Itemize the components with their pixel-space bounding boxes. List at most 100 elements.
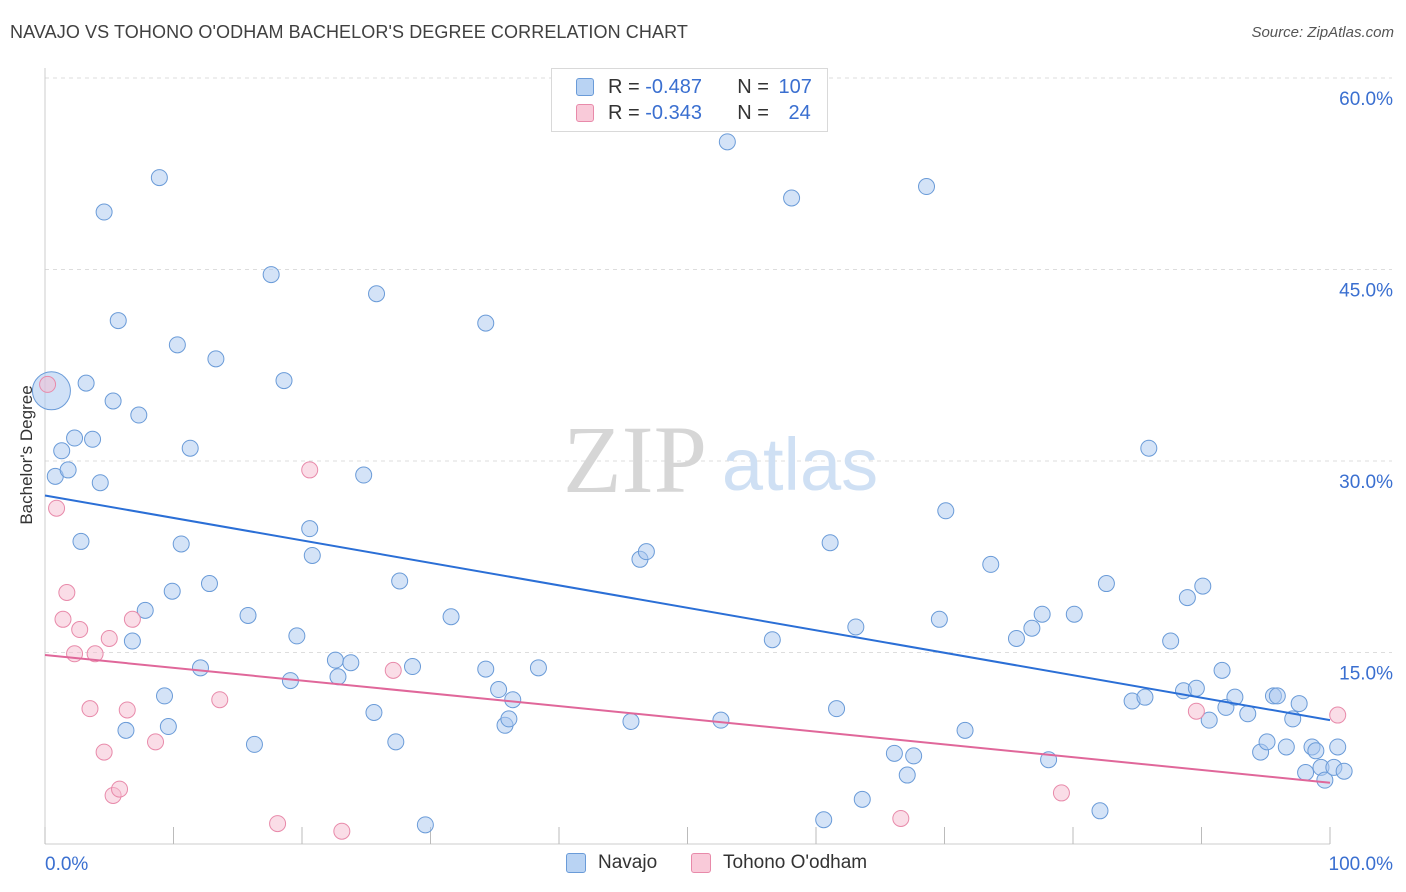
chart-title: NAVAJO VS TOHONO O'ODHAM BACHELOR'S DEGR… bbox=[10, 22, 688, 42]
navajo-point bbox=[355, 466, 373, 484]
tohono-point bbox=[54, 610, 72, 628]
trend-lines bbox=[44, 494, 1331, 784]
navajo-point bbox=[1033, 605, 1051, 623]
navajo-point bbox=[898, 766, 916, 784]
navajo-point bbox=[500, 710, 518, 728]
navajo-point bbox=[1329, 738, 1347, 756]
tohono-point bbox=[111, 780, 129, 798]
tohono-point bbox=[123, 610, 141, 628]
navajo-point bbox=[365, 704, 383, 722]
navajo-point bbox=[1023, 619, 1041, 637]
navajo-point bbox=[342, 654, 360, 672]
navajo-point bbox=[245, 735, 263, 753]
tohono-point bbox=[39, 375, 57, 393]
tohono-n-label: N = bbox=[737, 101, 775, 124]
navajo-point bbox=[490, 681, 508, 699]
navajo-point bbox=[930, 610, 948, 628]
navajo-point bbox=[937, 502, 955, 520]
navajo-point bbox=[123, 632, 141, 650]
x-tick-label: 0.0% bbox=[45, 854, 88, 875]
navajo-point bbox=[442, 608, 460, 626]
tohono-point bbox=[1052, 784, 1070, 802]
navajo-point bbox=[262, 266, 280, 284]
y-axis-label: Bachelor's Degree bbox=[17, 385, 36, 525]
navajo-point bbox=[329, 668, 347, 686]
tohono-point bbox=[147, 733, 165, 751]
tohono-point bbox=[95, 743, 113, 761]
navajo-point bbox=[1307, 742, 1325, 760]
y-tick-label: 30.0% bbox=[1339, 472, 1393, 493]
navajo-point bbox=[1194, 577, 1212, 595]
tick-labels: 15.0% 30.0% 45.0% 60.0% 0.0% 100.0% bbox=[45, 89, 1393, 875]
source-label: Source: ZipAtlas.com bbox=[1251, 24, 1394, 41]
navajo-point bbox=[1091, 802, 1109, 820]
legend-row-tohono: R = -0.343 N = 24 bbox=[576, 100, 811, 126]
navajo-point bbox=[712, 711, 730, 729]
navajo-point bbox=[847, 618, 865, 636]
tohono-r-label: R = bbox=[608, 101, 646, 124]
navajo-point bbox=[1200, 711, 1218, 729]
navajo-point bbox=[853, 790, 871, 808]
navajo-point bbox=[529, 659, 547, 677]
y-tick-label: 45.0% bbox=[1339, 281, 1393, 302]
navajo-point bbox=[1277, 738, 1295, 756]
tohono-point bbox=[1187, 702, 1205, 720]
tohono-point bbox=[211, 691, 229, 709]
navajo-point bbox=[637, 543, 655, 561]
navajo-point bbox=[1140, 439, 1158, 457]
navajo-point bbox=[275, 372, 293, 390]
navajo-point bbox=[477, 314, 495, 332]
navajo-point bbox=[504, 691, 522, 709]
navajo-point bbox=[66, 429, 84, 447]
navajo-point bbox=[168, 336, 186, 354]
correlation-legend: R = -0.487 N = 107 R = -0.343 N = 24 bbox=[551, 68, 828, 132]
navajo-point bbox=[91, 474, 109, 492]
navajo-point bbox=[821, 534, 839, 552]
navajo-point bbox=[391, 572, 409, 590]
tohono-point bbox=[301, 461, 319, 479]
y-tick-label: 15.0% bbox=[1339, 664, 1393, 685]
navajo-point bbox=[368, 285, 386, 303]
navajo-point bbox=[104, 392, 122, 410]
navajo-point bbox=[1213, 661, 1231, 679]
navajo-point bbox=[1297, 764, 1315, 782]
tohono-point bbox=[81, 700, 99, 718]
tohono-swatch bbox=[576, 104, 594, 122]
navajo-point bbox=[718, 133, 736, 151]
navajo-point bbox=[1162, 632, 1180, 650]
navajo-point bbox=[1097, 575, 1115, 593]
tohono-point bbox=[58, 583, 76, 601]
navajo-point bbox=[783, 189, 801, 207]
navajo-point bbox=[1268, 687, 1286, 705]
tohono-legend-swatch bbox=[691, 853, 711, 873]
tohono-point bbox=[118, 701, 136, 719]
navajo-point bbox=[239, 606, 257, 624]
navajo-point bbox=[885, 744, 903, 762]
navajo-point bbox=[416, 816, 434, 834]
navajo-trend-line bbox=[44, 494, 1331, 722]
tohono-point bbox=[1329, 706, 1347, 724]
tohono-point bbox=[48, 499, 66, 517]
navajo-point bbox=[109, 312, 127, 330]
watermark-zip: ZIP bbox=[563, 406, 707, 513]
navajo-point bbox=[159, 718, 177, 736]
navajo-point bbox=[982, 555, 1000, 573]
navajo-point bbox=[130, 406, 148, 424]
tohono-point bbox=[86, 645, 104, 663]
navajo-point bbox=[1335, 762, 1353, 780]
tohono-point bbox=[71, 621, 89, 639]
navajo-point bbox=[303, 546, 321, 564]
navajo-legend-label: Navajo bbox=[598, 852, 658, 873]
navajo-point bbox=[763, 631, 781, 649]
grid-lines bbox=[45, 77, 1392, 653]
navajo-point bbox=[156, 687, 174, 705]
navajo-point bbox=[163, 582, 181, 600]
navajo-swatch bbox=[576, 78, 594, 96]
navajo-point bbox=[1316, 771, 1334, 789]
tohono-point bbox=[333, 822, 351, 840]
navajo-r-value: -0.487 bbox=[645, 75, 702, 98]
tohono-n-value: 24 bbox=[788, 101, 811, 124]
navajo-point bbox=[404, 658, 422, 676]
watermark: ZIP atlas bbox=[563, 406, 878, 513]
